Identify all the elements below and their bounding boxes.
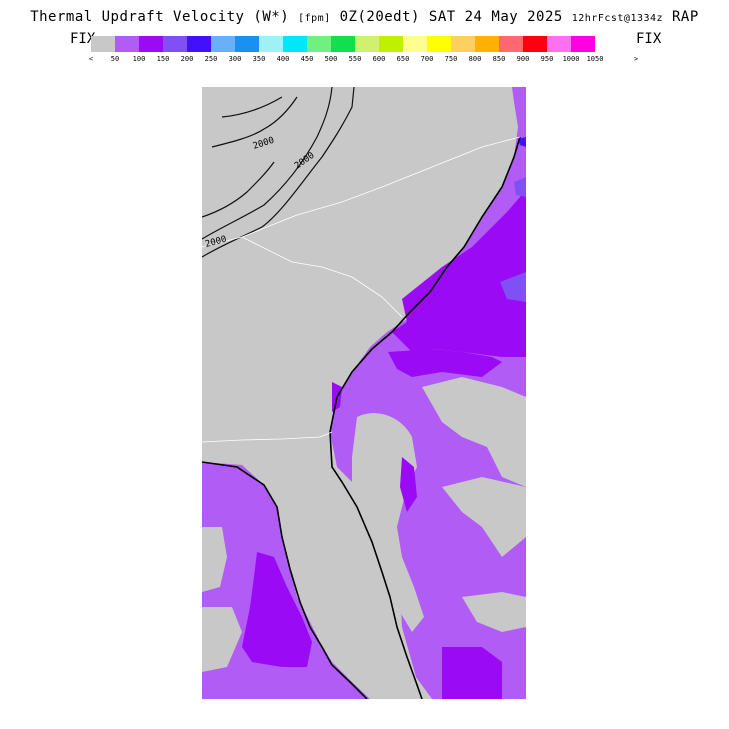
height-contours xyxy=(202,87,355,258)
legend-tick-label: 100 xyxy=(132,55,146,63)
strong-updraft-region xyxy=(242,552,312,667)
legend-swatch xyxy=(259,36,283,52)
legend-tick-label: 400 xyxy=(276,55,290,63)
legend-left-arrow: < xyxy=(88,55,94,63)
legend-swatch xyxy=(283,36,307,52)
forecast-map: 2000 2000 2000 xyxy=(202,87,526,699)
legend-tick-label: 300 xyxy=(228,55,242,63)
legend-swatch xyxy=(547,36,571,52)
legend-tick-label: 600 xyxy=(372,55,386,63)
strong-updraft-region xyxy=(442,647,502,699)
legend-swatch xyxy=(379,36,403,52)
legend-tick-label: 850 xyxy=(492,55,506,63)
moderate-updraft-region xyxy=(514,177,526,197)
land-patch xyxy=(202,607,242,672)
legend-swatch xyxy=(403,36,427,52)
legend-tick-label: 550 xyxy=(348,55,362,63)
legend-tick-label: 650 xyxy=(396,55,410,63)
legend-tick-label: 500 xyxy=(324,55,338,63)
moderate-updraft-region xyxy=(500,272,526,302)
map-canvas: 2000 2000 2000 xyxy=(202,87,526,699)
legend-swatch xyxy=(307,36,331,52)
legend-swatch xyxy=(427,36,451,52)
legend-swatch xyxy=(475,36,499,52)
land-patch xyxy=(422,377,526,487)
land-patch xyxy=(442,477,526,557)
color-scale-legend xyxy=(91,36,595,52)
legend-swatch xyxy=(451,36,475,52)
legend-swatch xyxy=(523,36,547,52)
legend-tick-label: 350 xyxy=(252,55,266,63)
legend-swatch xyxy=(235,36,259,52)
legend-tick-label: 200 xyxy=(180,55,194,63)
legend-tick-label: 1000 xyxy=(562,55,580,63)
legend-swatch xyxy=(115,36,139,52)
land-patch xyxy=(462,592,526,632)
map-title: Thermal Updraft Velocity (W*) [fpm] 0Z(2… xyxy=(0,9,729,25)
legend-swatch xyxy=(139,36,163,52)
land-patch xyxy=(202,527,227,592)
strong-updraft-region xyxy=(400,457,417,512)
legend-swatch xyxy=(331,36,355,52)
title-main: Thermal Updraft Velocity (W*) xyxy=(30,9,290,25)
legend-tick-label: 450 xyxy=(300,55,314,63)
legend-swatch xyxy=(499,36,523,52)
legend-swatch xyxy=(163,36,187,52)
legend-tick-label: 1050 xyxy=(586,55,604,63)
legend-tick-label: 900 xyxy=(516,55,530,63)
title-model: RAP xyxy=(672,9,699,25)
legend-tick-label: 150 xyxy=(156,55,170,63)
legend-swatch xyxy=(187,36,211,52)
legend-right-arrow: > xyxy=(633,55,639,63)
legend-tick-label: 950 xyxy=(540,55,554,63)
title-forecast: 12hrFcst@1334z xyxy=(571,13,664,24)
legend-swatch xyxy=(355,36,379,52)
state-borders xyxy=(202,136,521,443)
legend-swatch xyxy=(91,36,115,52)
legend-tick-label: 250 xyxy=(204,55,218,63)
legend-tick-label: 700 xyxy=(420,55,434,63)
strong-updraft-region xyxy=(388,349,502,377)
coastline xyxy=(202,461,368,699)
fix-left-label: FIX xyxy=(70,31,96,47)
legend-swatch xyxy=(571,36,595,52)
coastline xyxy=(329,136,521,699)
legend-swatch xyxy=(211,36,235,52)
title-unit: [fpm] xyxy=(298,13,331,24)
fix-right-label: FIX xyxy=(636,31,662,47)
legend-tick-label: 800 xyxy=(468,55,482,63)
strong-updraft-region xyxy=(392,187,526,357)
color-scale-ticks: < > 50 100 150 200 250 300 350 400 450 500 550 600 6… xyxy=(0,55,729,67)
legend-tick-label: 750 xyxy=(444,55,458,63)
title-valid-time: 0Z(20edt) SAT 24 May 2025 xyxy=(339,9,563,25)
contour-label: 2000 xyxy=(204,235,228,250)
contour-label: 2000 xyxy=(252,136,276,152)
legend-tick-label: 50 xyxy=(110,55,120,63)
